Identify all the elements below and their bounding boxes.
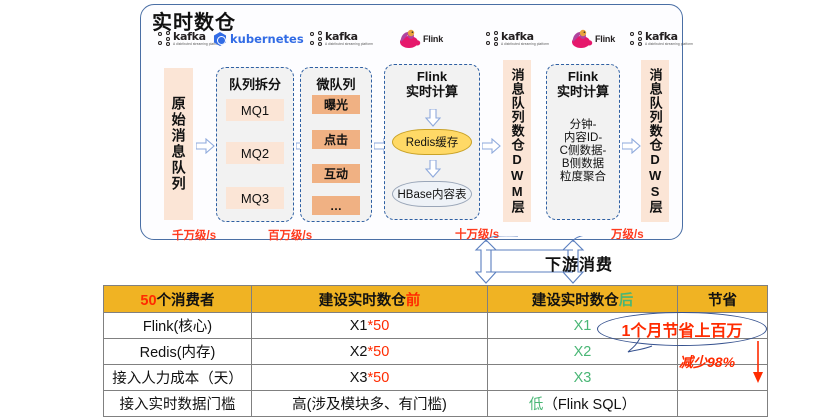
down-trend-arrow-icon [753,341,763,383]
mq-chip: MQ1 [226,99,284,121]
flow-arrow-icon [482,138,501,154]
micro-chip-click: 点击 [312,130,360,149]
kafka-label: kafka [645,30,678,44]
flink-subtitle: 实时计算 [556,83,609,99]
savings-callout-text: 1个月节省上百万 [621,323,743,340]
kafka-icon: kafka A distributed streaming platform [158,31,221,53]
column-header-saving: 节省 [677,285,768,313]
kafka-glyph [630,31,643,47]
column-header-before: 建设实时数仓前 [251,285,488,313]
redis-cache-cylinder: Redis缓存 [392,129,472,155]
cost-comparison-table: 50个消费者 建设实时数仓前 建设实时数仓后 节省 Flink(核心) X1*5… [103,285,768,417]
kafka-glyph [158,31,171,47]
kafka-glyph [486,31,499,47]
aggregation-line: 内容ID- [563,131,603,144]
downstream-consumption-label: 下游消费 [545,257,614,274]
aggregation-line: 粒度聚合 [560,170,606,183]
rate-label-4: 万级/s [611,229,644,241]
before-value-labor-cost: X3*50 [251,364,488,391]
reduction-annotation: 减少98% [679,354,736,370]
table-row: 接入人力成本（天） X3*50 X3 [103,364,768,391]
aggregation-line: 分钟- [569,119,597,131]
rate-label-2: 百万级/s [268,230,313,242]
aggregation-line: B侧数据 [561,157,605,170]
down-arrow-icon [425,109,441,127]
queue-split-group: 队列拆分 MQ1 MQ2 MQ3 [216,67,294,222]
kafka-label: kafka [173,30,206,44]
flink-label: Flink [423,34,444,44]
flink-icon: Flink [570,29,615,51]
source-message-queue-block: 原始消息队列 [164,68,193,220]
before-value-threshold: 高(涉及模块多、有门槛) [251,390,488,417]
kafka-sublabel: A distributed streaming platform [501,42,550,47]
dws-layer-label: 消息队列数仓DWS层 [647,68,663,214]
dws-layer-block: 消息队列数仓DWS层 [641,60,669,222]
flink-subtitle: 实时计算 [405,83,458,99]
mq-chip: MQ2 [226,142,284,164]
micro-queue-title: 微队列 [316,77,356,92]
flink-title: Flink [416,69,448,84]
dwm-layer-label: 消息队列数仓DWM层 [509,68,525,214]
kafka-icon: kafka A distributed streaming platform [310,31,373,53]
kafka-icon: kafka A distributed streaming platform [486,31,549,53]
kafka-sublabel: A distributed streaming platform [173,42,222,47]
kafka-glyph [310,31,323,47]
flink-label: Flink [595,34,616,44]
flink-compute-group-1: Flink 实时计算 Redis缓存 HBase内容表 [384,64,480,220]
kafka-label: kafka [325,30,358,44]
flink-compute-group-2: Flink 实时计算 分钟- 内容ID- C侧数据- B侧数据 粒度聚合 [546,64,620,220]
flink-title: Flink [567,69,599,84]
row-label-labor-cost: 接入人力成本（天） [103,364,252,391]
flink-icon: Flink [398,29,443,51]
mq-chip: MQ3 [226,187,284,209]
micro-chip-more: … [312,196,360,215]
rate-label-1: 千万级/s [172,230,217,242]
flink-squirrel-glyph [400,29,421,48]
kafka-icon: kafka A distributed streaming platform [630,31,693,53]
table-row: Redis(内存) X2*50 X2 [103,338,768,365]
flow-arrow-icon [196,138,215,154]
kafka-label: kafka [501,30,534,44]
kubernetes-label: kubernetes [230,32,304,46]
page-title: 实时数仓 [152,12,236,34]
flink-squirrel-glyph [572,29,593,48]
kubernetes-glyph [213,32,227,46]
before-value-flink: X1*50 [251,312,488,339]
row-label-redis: Redis(内存) [103,338,252,365]
table-row: 接入实时数据门槛 高(涉及模块多、有门槛) 低（Flink SQL） [103,390,768,417]
row-label-flink: Flink(核心) [103,312,252,339]
saving-cell-threshold [677,390,768,417]
row-label-threshold: 接入实时数据门槛 [103,390,252,417]
source-queue-label: 原始消息队列 [170,96,187,192]
micro-queue-group: 微队列 曝光 点击 互动 … [300,67,372,222]
micro-chip-exposure: 曝光 [312,95,360,114]
dwm-layer-block: 消息队列数仓DWM层 [503,60,531,222]
kafka-sublabel: A distributed streaming platform [645,42,694,47]
downstream-connectors [474,236,585,284]
flow-arrow-icon [622,138,641,154]
hbase-content-table-cylinder: HBase内容表 [392,181,472,207]
savings-callout: 1个月节省上百万 [597,312,767,346]
after-value-threshold: 低（Flink SQL） [487,390,678,417]
down-arrow-icon [425,160,441,178]
kubernetes-icon: kubernetes [213,32,304,54]
kafka-sublabel: A distributed streaming platform [325,42,374,47]
callout-tail [627,337,653,353]
before-value-redis: X2*50 [251,338,488,365]
aggregation-line: C侧数据- [559,144,607,157]
queue-split-title: 队列拆分 [228,77,281,92]
column-header-consumers: 50个消费者 [103,285,252,313]
micro-chip-interaction: 互动 [312,164,360,183]
rate-label-3: 十万级/s [455,229,500,241]
after-value-labor-cost: X3 [487,364,678,391]
